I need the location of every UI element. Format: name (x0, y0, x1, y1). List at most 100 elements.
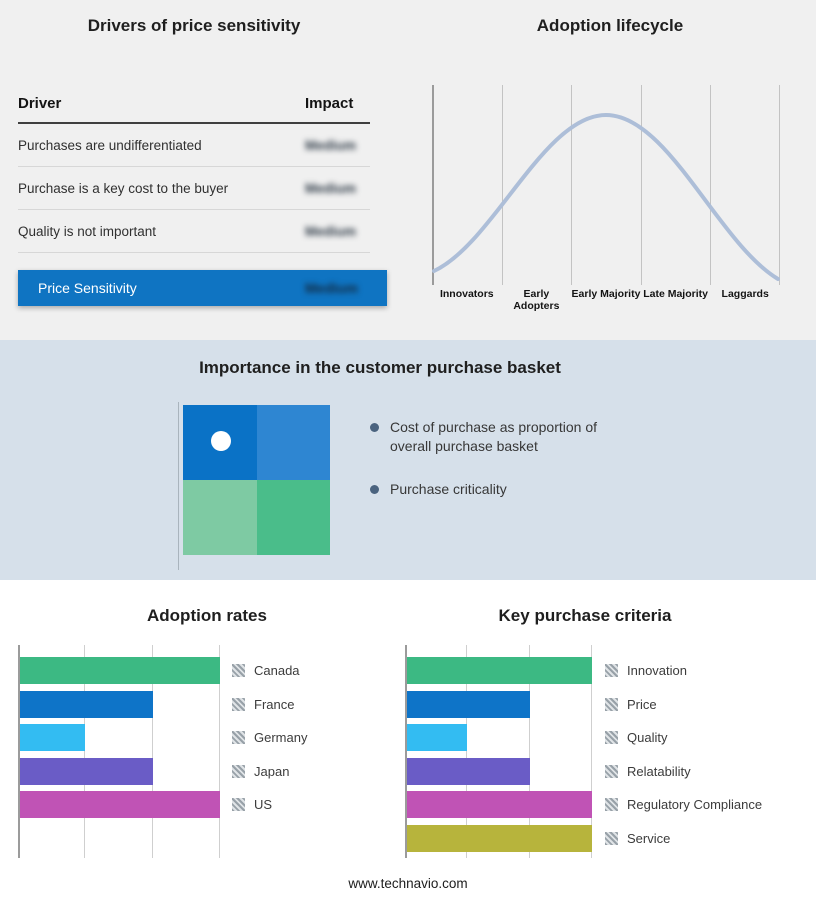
driver-cell: Purchases are undifferentiated (18, 137, 202, 153)
lifecycle-stage-labels: Innovators Early Adopters Early Majority… (432, 288, 780, 313)
legend-swatch-icon (605, 764, 618, 778)
legend-label: Innovation (627, 663, 687, 679)
legend-item-innovation: Innovation (605, 654, 762, 688)
legend-item-regulatory-compliance: Regulatory Compliance (605, 788, 762, 822)
summary-label: Price Sensitivity (38, 280, 137, 296)
column-header-impact: Impact (305, 95, 354, 112)
impact-cell-redacted: Medium (305, 180, 357, 196)
lifecycle-panel-title: Adoption lifecycle (536, 16, 684, 35)
legend-swatch-icon (605, 697, 618, 711)
bullet-icon (370, 423, 379, 432)
adoption-rates-title: Adoption rates (147, 606, 267, 625)
stage-label: Innovators (439, 288, 494, 300)
y-axis (18, 645, 20, 858)
legend-item-relatability: Relatability (605, 755, 762, 789)
summary-impact-redacted: Medium (305, 280, 358, 296)
quadrant-bottom-left (183, 480, 257, 555)
bar-us (18, 791, 220, 819)
table-row: Quality is not important Medium (18, 210, 370, 253)
legend-swatch-icon (232, 798, 245, 812)
gridline (151, 645, 153, 858)
basket-title: Importance in the customer purchase bask… (199, 358, 561, 377)
bar-row-germany (18, 721, 220, 755)
gridline (501, 85, 503, 285)
legend-label: Canada (254, 663, 300, 679)
bullet-text: Purchase criticality (390, 480, 507, 497)
quadrant-bottom-right (256, 480, 330, 555)
y-axis (432, 85, 434, 285)
purchase-basket-section: Importance in the customer purchase bask… (0, 340, 816, 580)
quadrant-top-right (256, 405, 330, 480)
legend-label: Service (627, 830, 671, 846)
bar-regulatory-compliance (405, 791, 592, 819)
gridline (640, 85, 642, 285)
drivers-table: Driver Impact Purchases are undifferenti… (18, 95, 370, 253)
legend-swatch-icon (232, 731, 245, 745)
bar-france (18, 690, 153, 718)
bars (18, 654, 220, 822)
bar-row-quality (405, 721, 592, 755)
bar-row-service (405, 822, 592, 856)
bars (405, 654, 592, 855)
bar-row-canada (18, 654, 220, 688)
bar-germany (18, 724, 86, 752)
bar-row-innovation (405, 654, 592, 688)
legend: Canada France Germany Japan US (232, 654, 307, 822)
bullet-item: Purchase criticality (370, 480, 642, 499)
legend-label: Regulatory Compliance (627, 797, 763, 813)
table-row: Purchases are undifferentiated Medium (18, 124, 370, 167)
legend-swatch-icon (605, 664, 618, 678)
stage-label: Late Majority (643, 288, 708, 300)
bar-row-regulatory-compliance (405, 788, 592, 822)
bar-quality (405, 724, 468, 752)
legend-label: US (254, 797, 273, 813)
legend-swatch-icon (605, 731, 618, 745)
bar-row-relatability (405, 755, 592, 789)
drivers-table-header: Driver Impact (18, 95, 370, 124)
stage-label: Laggards (721, 288, 769, 300)
footer-url: www.technavio.com (348, 876, 468, 891)
lifecycle-curve-svg (432, 112, 780, 281)
stage-label: Early Majority (571, 288, 641, 300)
bar-innovation (405, 657, 592, 685)
legend-item-quality: Quality (605, 721, 762, 755)
bar-canada (18, 657, 220, 685)
quadrant-matrix (183, 405, 330, 555)
legend-swatch-icon (605, 798, 618, 812)
legend-item-canada: Canada (232, 654, 307, 688)
bar-service (405, 824, 592, 852)
gridline (710, 85, 712, 285)
legend-item-us: US (232, 788, 307, 822)
legend-label: Quality (627, 730, 668, 746)
gridline (779, 85, 780, 285)
legend: Innovation Price Quality Relatability Regula… (605, 654, 762, 855)
bar-relatability (405, 757, 530, 785)
legend-item-service: Service (605, 822, 762, 856)
gridline (528, 645, 530, 858)
lifecycle-plot-area (432, 85, 780, 285)
legend-item-price: Price (605, 688, 762, 722)
y-axis (405, 645, 407, 858)
position-marker-dot (211, 431, 231, 451)
drivers-panel-title: Drivers of price sensitivity (87, 16, 301, 35)
top-section: Drivers of price sensitivity Driver Impa… (0, 0, 816, 340)
legend-label: Relatability (627, 763, 691, 779)
bar-row-price (405, 688, 592, 722)
gridline (466, 645, 468, 858)
bottom-section: Adoption rates Canada France Germany Japan U… (0, 580, 816, 902)
bell-curve-line (432, 112, 780, 281)
bar-row-france (18, 688, 220, 722)
gridline (571, 85, 573, 285)
column-header-driver: Driver (18, 95, 62, 112)
legend-swatch-icon (232, 764, 245, 778)
plot-area (405, 645, 592, 858)
bar-row-japan (18, 755, 220, 789)
stage-label: Early Adopters (513, 288, 560, 313)
gridline (84, 645, 86, 858)
legend-item-france: France (232, 688, 307, 722)
price-sensitivity-summary-bar: Price Sensitivity Medium (18, 270, 387, 306)
bar-price (405, 690, 530, 718)
gridline (219, 645, 220, 858)
legend-item-japan: Japan (232, 755, 307, 789)
